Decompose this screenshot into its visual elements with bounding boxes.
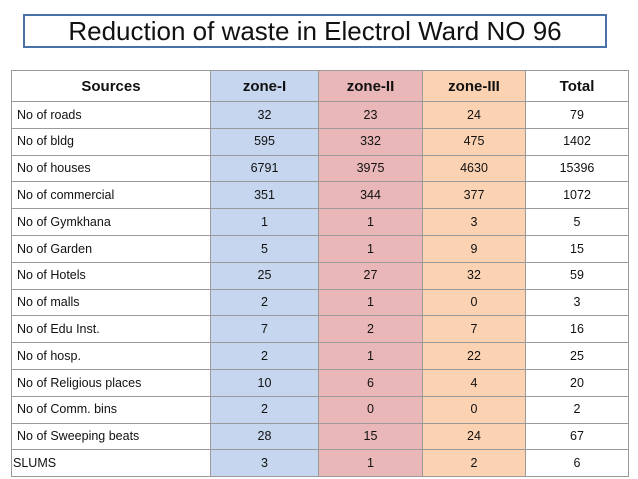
- zone-i-cell: 7: [210, 315, 319, 344]
- total-cell: 59: [525, 261, 629, 290]
- zone-ii-cell: 344: [318, 181, 423, 210]
- zone-iii-cell: 9: [422, 234, 526, 263]
- source-cell: No of Edu Inst.: [11, 315, 211, 344]
- zone-i-cell: 595: [210, 127, 319, 156]
- table-row: No of hosp. 2 1 22 25: [11, 342, 629, 370]
- zone-i-cell: 3: [210, 449, 319, 478]
- title-box: Reduction of waste in Electrol Ward NO 9…: [23, 14, 607, 48]
- table-row: SLUMS 3 1 2 6: [11, 449, 629, 478]
- zone-ii-cell: 27: [318, 261, 423, 290]
- total-cell: 6: [525, 449, 629, 478]
- zone-i-cell: 2: [210, 395, 319, 424]
- source-cell: No of malls: [11, 288, 211, 317]
- table-row: No of roads 32 23 24 79: [11, 101, 629, 129]
- zone-iii-cell: 2: [422, 449, 526, 478]
- header-zone-ii: zone-II: [318, 70, 423, 102]
- table-row: No of Gymkhana 1 1 3 5: [11, 208, 629, 236]
- zone-ii-cell: 0: [318, 395, 423, 424]
- zone-i-cell: 1: [210, 208, 319, 236]
- table-row: No of Comm. bins 2 0 0 2: [11, 395, 629, 424]
- total-cell: 2: [525, 395, 629, 424]
- zone-iii-cell: 24: [422, 422, 526, 451]
- total-cell: 1402: [525, 127, 629, 156]
- table-row: No of commercial 351 344 377 1072: [11, 181, 629, 210]
- total-cell: 1072: [525, 181, 629, 210]
- zone-ii-cell: 1: [318, 234, 423, 263]
- zone-i-cell: 25: [210, 261, 319, 290]
- zone-ii-cell: 6: [318, 368, 423, 397]
- zone-iii-cell: 32: [422, 261, 526, 290]
- zone-ii-cell: 23: [318, 101, 423, 129]
- zone-ii-cell: 1: [318, 288, 423, 317]
- source-cell: No of Comm. bins: [11, 395, 211, 424]
- waste-table: Sources zone-I zone-II zone-III Total No…: [11, 70, 629, 478]
- source-cell: No of Hotels: [11, 261, 211, 290]
- total-cell: 15: [525, 234, 629, 263]
- table-row: No of Hotels 25 27 32 59: [11, 261, 629, 290]
- zone-ii-cell: 1: [318, 449, 423, 478]
- header-sources: Sources: [11, 70, 211, 102]
- source-cell: No of houses: [11, 154, 211, 183]
- zone-iii-cell: 475: [422, 127, 526, 156]
- zone-iii-cell: 377: [422, 181, 526, 210]
- total-cell: 16: [525, 315, 629, 344]
- total-cell: 67: [525, 422, 629, 451]
- zone-ii-cell: 1: [318, 342, 423, 370]
- zone-iii-cell: 4630: [422, 154, 526, 183]
- zone-iii-cell: 4: [422, 368, 526, 397]
- zone-i-cell: 2: [210, 342, 319, 370]
- zone-ii-cell: 332: [318, 127, 423, 156]
- total-cell: 5: [525, 208, 629, 236]
- zone-ii-cell: 1: [318, 208, 423, 236]
- table-row: No of Garden 5 1 9 15: [11, 234, 629, 263]
- source-cell: No of commercial: [11, 181, 211, 210]
- zone-iii-cell: 22: [422, 342, 526, 370]
- zone-i-cell: 5: [210, 234, 319, 263]
- table-row: No of houses 6791 3975 4630 15396: [11, 154, 629, 183]
- table-row: No of bldg 595 332 475 1402: [11, 127, 629, 156]
- zone-i-cell: 28: [210, 422, 319, 451]
- zone-iii-cell: 0: [422, 288, 526, 317]
- source-cell: No of Sweeping beats: [11, 422, 211, 451]
- source-cell: No of Gymkhana: [11, 208, 211, 236]
- table-row: No of Edu Inst. 7 2 7 16: [11, 315, 629, 344]
- zone-i-cell: 6791: [210, 154, 319, 183]
- total-cell: 25: [525, 342, 629, 370]
- source-cell: No of bldg: [11, 127, 211, 156]
- zone-ii-cell: 2: [318, 315, 423, 344]
- zone-ii-cell: 15: [318, 422, 423, 451]
- source-cell: SLUMS: [11, 449, 211, 478]
- table-row: No of Sweeping beats 28 15 24 67: [11, 422, 629, 451]
- table-row: No of Religious places 10 6 4 20: [11, 368, 629, 397]
- zone-i-cell: 2: [210, 288, 319, 317]
- total-cell: 3: [525, 288, 629, 317]
- table-row: No of malls 2 1 0 3: [11, 288, 629, 317]
- zone-ii-cell: 3975: [318, 154, 423, 183]
- header-row: Sources zone-I zone-II zone-III Total: [11, 70, 629, 102]
- total-cell: 15396: [525, 154, 629, 183]
- zone-iii-cell: 24: [422, 101, 526, 129]
- source-cell: No of hosp.: [11, 342, 211, 370]
- source-cell: No of Garden: [11, 234, 211, 263]
- source-cell: No of roads: [11, 101, 211, 129]
- zone-i-cell: 32: [210, 101, 319, 129]
- zone-iii-cell: 7: [422, 315, 526, 344]
- zone-i-cell: 351: [210, 181, 319, 210]
- zone-iii-cell: 0: [422, 395, 526, 424]
- header-zone-i: zone-I: [210, 70, 319, 102]
- zone-iii-cell: 3: [422, 208, 526, 236]
- total-cell: 79: [525, 101, 629, 129]
- header-total: Total: [525, 70, 629, 102]
- source-cell: No of Religious places: [11, 368, 211, 397]
- page-title: Reduction of waste in Electrol Ward NO 9…: [68, 15, 562, 46]
- header-zone-iii: zone-III: [422, 70, 526, 102]
- zone-i-cell: 10: [210, 368, 319, 397]
- total-cell: 20: [525, 368, 629, 397]
